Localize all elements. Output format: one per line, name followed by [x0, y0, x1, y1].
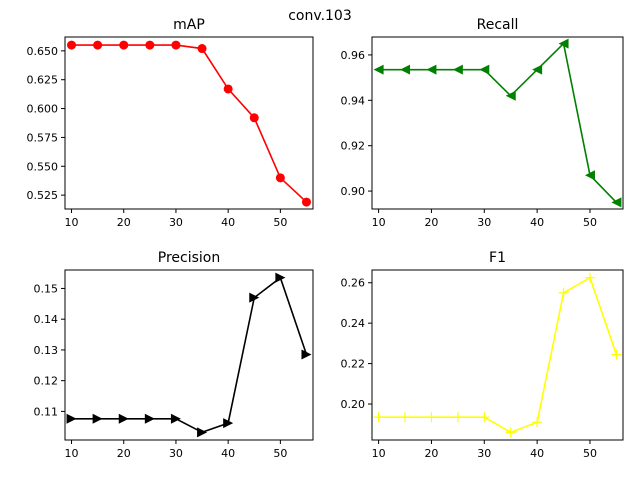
subplot-map: mAP 10 20 30 40 50 0.525 0.550 0.575 0.600 0.625 0.… [27, 17, 314, 229]
x-tick-label-recall: 50 [583, 216, 597, 229]
series-line-precision [71, 276, 308, 434]
y-tick-label-recall: 0.96 [341, 49, 366, 62]
y-tick-label-map: 0.600 [27, 103, 59, 116]
subplot-title-recall: Recall [477, 17, 519, 33]
x-tick-label-recall: 40 [530, 216, 544, 229]
data-point-precision [118, 413, 129, 424]
data-point-recall [400, 64, 411, 75]
x-tick-label-map: 10 [65, 216, 79, 229]
y-tick-label-precision: 0.14 [34, 313, 59, 326]
data-point-precision [144, 413, 155, 424]
y-tick-label-map: 0.575 [27, 131, 59, 144]
axes-frame-f1 [371, 269, 624, 441]
data-point-map [171, 40, 181, 50]
data-point-recall [452, 64, 463, 75]
axes-frame-precision [64, 269, 314, 441]
y-tick-label-precision: 0.13 [34, 344, 59, 357]
data-point-map [119, 40, 129, 50]
series-line-map [71, 44, 308, 203]
data-point-map [223, 84, 233, 94]
data-point-recall [532, 64, 543, 75]
y-tick-label-f1: 0.22 [341, 358, 366, 371]
x-tick-label-f1: 30 [477, 447, 491, 460]
x-tick-label-precision: 40 [221, 447, 235, 460]
data-point-f1 [558, 287, 569, 298]
series-line-f1 [378, 276, 618, 434]
x-tick-label-map: 50 [273, 216, 287, 229]
data-point-map [197, 44, 207, 54]
axes-frame-map [64, 36, 314, 210]
data-point-f1 [584, 272, 595, 283]
y-tick-label-map: 0.550 [27, 160, 59, 173]
y-tick-label-map: 0.650 [27, 45, 59, 58]
data-point-map [93, 40, 103, 50]
data-point-recall [479, 64, 490, 75]
x-tick-label-precision: 20 [117, 447, 131, 460]
subplot-precision: Precision 10 20 30 40 50 0.11 0.12 0.13 0.14 0.15 [34, 250, 314, 460]
data-point-recall [558, 38, 569, 49]
data-point-recall [426, 64, 437, 75]
axes-frame-recall [371, 36, 624, 210]
data-point-map [301, 197, 311, 207]
subplot-title-f1: F1 [489, 250, 506, 266]
data-point-f1 [505, 427, 516, 438]
y-tick-label-precision: 0.12 [34, 375, 59, 388]
data-point-precision [223, 418, 234, 429]
data-point-recall [611, 197, 622, 208]
data-point-recall [505, 90, 516, 101]
y-tick-label-map: 0.625 [27, 74, 59, 87]
data-point-precision [66, 413, 77, 424]
x-tick-label-precision: 10 [65, 447, 79, 460]
data-point-f1 [400, 412, 411, 423]
y-tick-label-recall: 0.92 [341, 140, 366, 153]
x-tick-label-recall: 10 [372, 216, 386, 229]
y-tick-label-recall: 0.90 [341, 185, 366, 198]
data-point-precision [301, 349, 312, 360]
data-point-map [249, 113, 259, 123]
x-tick-label-recall: 20 [424, 216, 438, 229]
series-line-recall [378, 41, 617, 203]
y-tick-label-recall: 0.94 [341, 94, 366, 107]
data-point-f1 [479, 412, 490, 423]
y-tick-label-f1: 0.20 [341, 398, 366, 411]
y-tick-label-f1: 0.26 [341, 277, 366, 290]
data-point-precision [249, 292, 260, 303]
x-tick-label-precision: 30 [169, 447, 183, 460]
y-tick-label-f1: 0.24 [341, 317, 366, 330]
data-point-f1 [532, 417, 543, 428]
data-point-precision [170, 413, 181, 424]
data-point-f1 [611, 349, 622, 360]
x-tick-label-map: 20 [117, 216, 131, 229]
data-point-precision [92, 413, 103, 424]
x-tick-label-f1: 20 [424, 447, 438, 460]
y-tick-label-map: 0.525 [27, 189, 59, 202]
data-point-recall [584, 170, 595, 181]
data-point-precision [197, 427, 208, 438]
subplot-f1: F1 10 20 30 40 50 0.20 0.22 0.24 0.26 [341, 250, 624, 460]
subplot-title-precision: Precision [158, 250, 220, 266]
subplot-recall: Recall 10 20 30 40 50 0.90 0.92 0.94 0.96 [341, 17, 624, 229]
data-point-map [67, 40, 77, 50]
data-point-precision [275, 272, 286, 283]
y-tick-label-precision: 0.11 [34, 405, 59, 418]
data-point-map [275, 173, 285, 183]
data-point-f1 [373, 412, 384, 423]
x-tick-label-map: 40 [221, 216, 235, 229]
figure-suptitle: conv.103 [288, 8, 352, 24]
x-tick-label-map: 30 [169, 216, 183, 229]
x-tick-label-f1: 50 [583, 447, 597, 460]
data-point-recall [373, 64, 384, 75]
y-tick-label-precision: 0.15 [34, 282, 59, 295]
x-tick-label-f1: 40 [530, 447, 544, 460]
x-tick-label-recall: 30 [477, 216, 491, 229]
data-point-map [145, 40, 155, 50]
data-point-f1 [426, 412, 437, 423]
subplot-title-map: mAP [173, 17, 205, 33]
data-point-f1 [452, 412, 463, 423]
x-tick-label-precision: 50 [273, 447, 287, 460]
x-tick-label-f1: 10 [372, 447, 386, 460]
